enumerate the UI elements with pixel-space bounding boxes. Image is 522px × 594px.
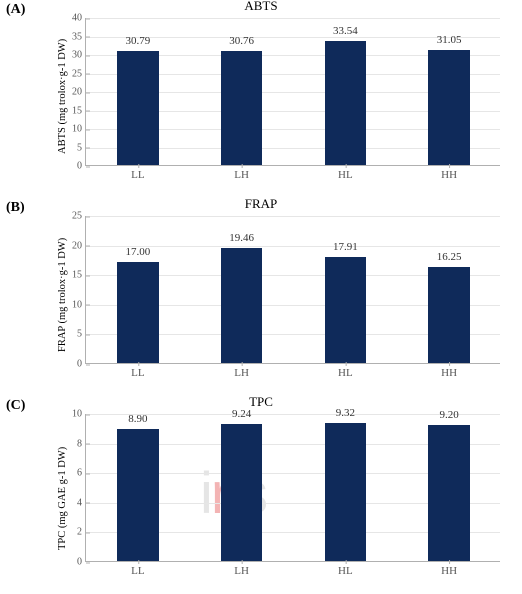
bar: 9.24 (221, 424, 263, 561)
bar-value-label: 9.20 (440, 409, 459, 421)
bar: 9.32 (325, 423, 367, 561)
y-tick-label: 2 (77, 527, 86, 538)
x-tick-label: LH (234, 363, 249, 379)
y-axis-label: FRAP (mg trolox·g-1 DW) (57, 238, 68, 352)
bar: 9.20 (428, 425, 470, 561)
bar-value-label: 31.05 (437, 34, 462, 46)
bar: 30.79 (117, 51, 159, 165)
y-tick-label: 15 (72, 270, 86, 281)
x-tick-label: LH (234, 561, 249, 577)
y-tick-label: 25 (72, 211, 86, 222)
x-tick-label: HH (441, 561, 457, 577)
y-tick-label: 10 (72, 409, 86, 420)
chart-panel: (B)FRAP051015202517.00LL19.46LH17.91HL16… (0, 198, 522, 396)
y-tick-label: 30 (72, 50, 86, 61)
plot-area: 02468108.90LL9.24LH9.32HL9.20HH (85, 414, 500, 562)
chart-panel: (C)TPC02468108.90LL9.24LH9.32HL9.20HHTPC… (0, 396, 522, 594)
bar-value-label: 30.79 (126, 35, 151, 47)
bar-value-label: 9.24 (232, 408, 251, 420)
plot-area: 051015202530354030.79LL30.76LH33.54HL31.… (85, 18, 500, 166)
bar-value-label: 30.76 (229, 35, 254, 47)
x-tick-label: HH (441, 363, 457, 379)
bar-value-label: 17.00 (126, 246, 151, 258)
y-tick-label: 35 (72, 31, 86, 42)
y-tick-label: 0 (77, 161, 86, 172)
x-tick-label: LL (131, 561, 144, 577)
x-tick-label: HL (338, 561, 353, 577)
bar-value-label: 19.46 (229, 232, 254, 244)
grid-line (86, 414, 500, 415)
y-tick-label: 40 (72, 13, 86, 24)
grid-line (86, 216, 500, 217)
x-tick-label: LL (131, 363, 144, 379)
bar: 17.00 (117, 262, 159, 363)
y-tick-label: 10 (72, 299, 86, 310)
bar-value-label: 17.91 (333, 241, 358, 253)
x-tick-label: HH (441, 165, 457, 181)
y-axis-label: ABTS (mg trolox·g-1 DW) (57, 39, 68, 154)
bar-value-label: 9.32 (336, 407, 355, 419)
x-tick-label: LL (131, 165, 144, 181)
x-tick-label: LH (234, 165, 249, 181)
bar: 8.90 (117, 429, 159, 561)
y-tick-label: 0 (77, 359, 86, 370)
y-tick-label: 10 (72, 124, 86, 135)
y-tick-label: 4 (77, 497, 86, 508)
y-tick-label: 20 (72, 240, 86, 251)
y-tick-label: 15 (72, 105, 86, 116)
bar: 31.05 (428, 50, 470, 165)
bar: 16.25 (428, 267, 470, 363)
bar: 17.91 (325, 257, 367, 363)
bar-value-label: 8.90 (128, 413, 147, 425)
y-tick-label: 8 (77, 438, 86, 449)
y-tick-label: 5 (77, 329, 86, 340)
x-tick-label: HL (338, 165, 353, 181)
grid-line (86, 18, 500, 19)
plot-area: 051015202517.00LL19.46LH17.91HL16.25HH (85, 216, 500, 364)
y-tick-label: 20 (72, 87, 86, 98)
bar: 33.54 (325, 41, 367, 165)
y-axis-label: TPC (mg GAE g-1 DW) (57, 447, 68, 550)
bar: 30.76 (221, 51, 263, 165)
x-tick-label: HL (338, 363, 353, 379)
bar-value-label: 16.25 (437, 251, 462, 263)
chart-panel: (A)ABTS051015202530354030.79LL30.76LH33.… (0, 0, 522, 198)
y-tick-label: 5 (77, 142, 86, 153)
y-tick-label: 0 (77, 557, 86, 568)
y-tick-label: 6 (77, 468, 86, 479)
bar: 19.46 (221, 248, 263, 363)
bar-value-label: 33.54 (333, 25, 358, 37)
y-tick-label: 25 (72, 68, 86, 79)
